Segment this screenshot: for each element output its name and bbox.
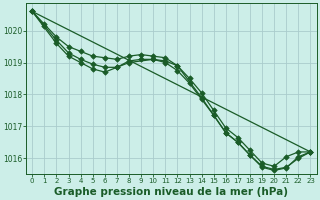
X-axis label: Graphe pression niveau de la mer (hPa): Graphe pression niveau de la mer (hPa) [54,187,288,197]
